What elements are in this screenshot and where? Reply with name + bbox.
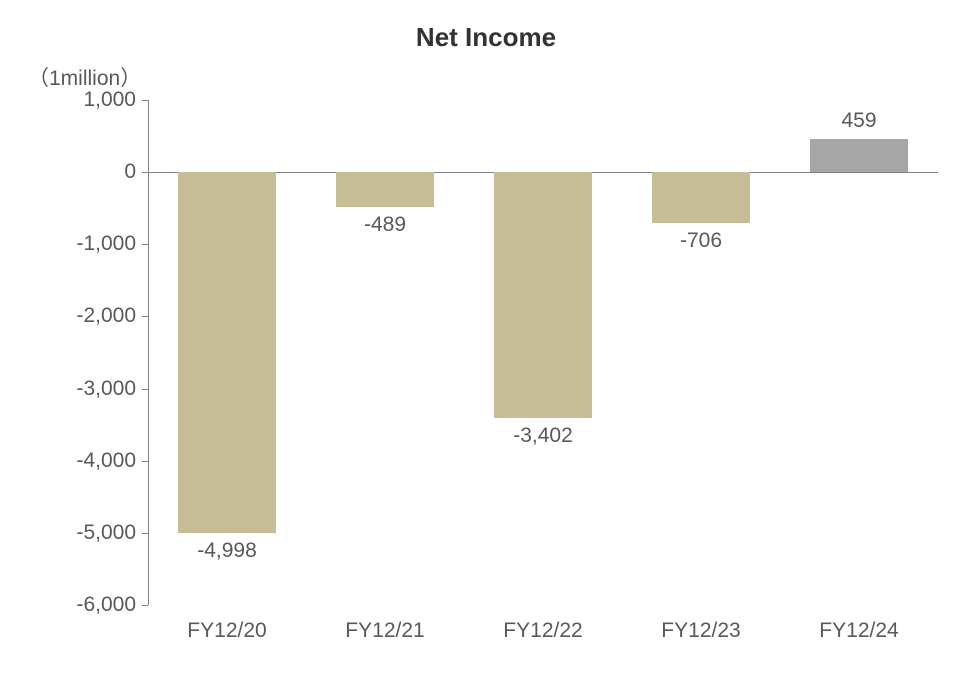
net-income-chart: Net Income （1million） 1,0000-1,000-2,000… xyxy=(0,0,972,700)
y-tick-mark xyxy=(142,533,148,534)
x-tick-label: FY12/22 xyxy=(503,619,582,643)
bar-value-label: -489 xyxy=(364,213,406,237)
y-tick-label: -1,000 xyxy=(36,232,136,256)
bar xyxy=(652,172,750,223)
y-tick-label: 1,000 xyxy=(36,88,136,112)
bar xyxy=(810,139,908,172)
y-tick-label: 0 xyxy=(36,160,136,184)
y-tick-label: -3,000 xyxy=(36,377,136,401)
plot-area xyxy=(148,100,938,605)
x-tick-label: FY12/21 xyxy=(345,619,424,643)
y-axis-line xyxy=(148,100,149,605)
bar-value-label: -4,998 xyxy=(197,539,257,563)
y-tick-label: -4,000 xyxy=(36,449,136,473)
y-tick-mark xyxy=(142,389,148,390)
bar-value-label: -3,402 xyxy=(513,424,573,448)
bar-value-label: 459 xyxy=(841,109,876,133)
x-tick-label: FY12/23 xyxy=(661,619,740,643)
bar xyxy=(494,172,592,417)
bar-value-label: -706 xyxy=(680,229,722,253)
y-tick-label: -5,000 xyxy=(36,521,136,545)
y-tick-label: -2,000 xyxy=(36,304,136,328)
x-tick-label: FY12/20 xyxy=(187,619,266,643)
y-tick-mark xyxy=(142,461,148,462)
y-tick-mark xyxy=(142,316,148,317)
bar xyxy=(178,172,276,533)
y-tick-label: -6,000 xyxy=(36,593,136,617)
y-tick-mark xyxy=(142,244,148,245)
chart-title: Net Income xyxy=(0,22,972,53)
bar xyxy=(336,172,434,207)
y-tick-mark xyxy=(142,100,148,101)
y-tick-mark xyxy=(142,172,148,173)
y-tick-mark xyxy=(142,605,148,606)
x-tick-label: FY12/24 xyxy=(819,619,898,643)
